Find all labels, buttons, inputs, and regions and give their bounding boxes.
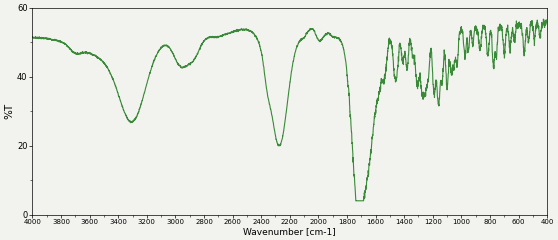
X-axis label: Wavenumber [cm-1]: Wavenumber [cm-1]: [243, 227, 336, 236]
Y-axis label: %T: %T: [4, 103, 14, 119]
